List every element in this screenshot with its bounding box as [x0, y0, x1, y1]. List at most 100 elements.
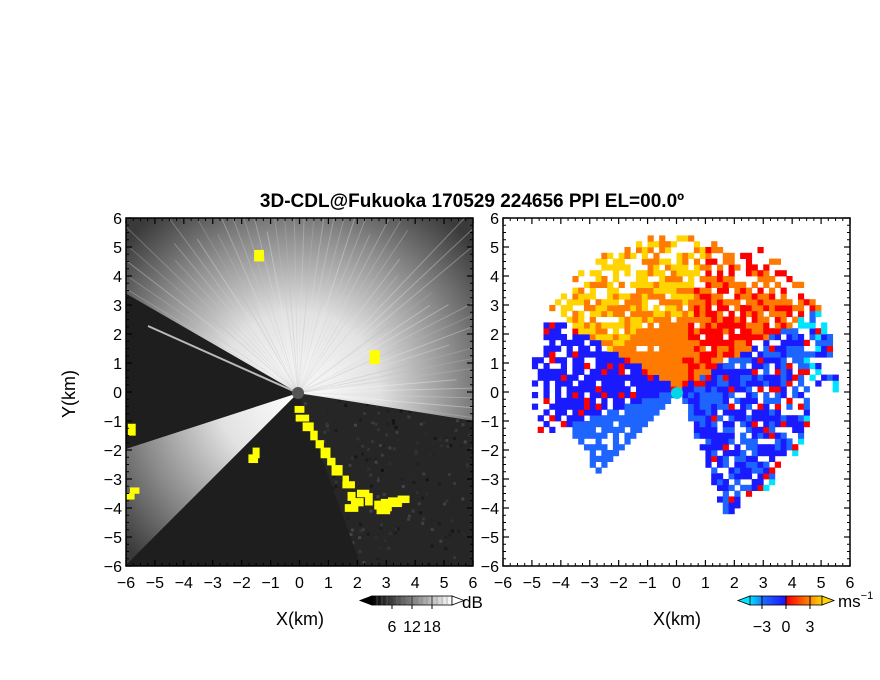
left-noise-pixel	[326, 428, 330, 432]
right-velocity-pixel	[583, 293, 591, 300]
right-colorbar-unit-exponent: −1	[861, 590, 874, 602]
left-noise-pixel	[388, 532, 392, 536]
right-velocity-pixel	[699, 444, 706, 451]
right-velocity-pixel	[676, 334, 683, 341]
right-velocity-pixel	[693, 299, 701, 306]
right-velocity-pixel	[618, 363, 625, 370]
right-velocity-pixel	[560, 334, 568, 341]
right-velocity-pixel	[763, 293, 770, 300]
right-velocity-pixel	[636, 380, 643, 387]
right-colorbar: −3 0 3 ms−1	[736, 590, 874, 636]
left-noise-pixel	[358, 536, 362, 540]
right-velocity-pixel	[774, 386, 781, 393]
right-velocity-pixel	[769, 426, 776, 433]
left-radial-streak	[297, 292, 433, 394]
right-velocity-pixel	[769, 276, 776, 283]
left-noise-pixel	[466, 465, 470, 469]
left-noise-pixel	[386, 482, 390, 486]
right-velocity-pixel	[647, 310, 654, 317]
right-velocity-pixel	[763, 316, 770, 323]
right-velocity-pixel	[624, 334, 631, 341]
right-velocity-pixel	[682, 397, 689, 404]
right-velocity-pixel	[792, 421, 799, 428]
left-noise-pixel	[386, 409, 390, 413]
right-velocity-pixel	[624, 339, 631, 346]
right-velocity-pixel	[769, 397, 776, 404]
left-yellow-echo	[351, 498, 364, 507]
right-velocity-pixel	[664, 339, 672, 346]
left-noise-pixel	[465, 463, 469, 467]
right-velocity-pixel	[757, 432, 764, 439]
right-x-tick-label: 3	[759, 575, 768, 592]
left-bright-sector	[126, 218, 473, 421]
right-velocity-pixel	[705, 287, 712, 294]
right-velocity-pixel	[774, 368, 781, 375]
right-velocity-pixel	[821, 345, 828, 352]
right-velocity-pixel	[809, 316, 816, 323]
right-velocity-pixel	[612, 438, 620, 445]
right-velocity-pixel	[711, 438, 718, 445]
right-velocity-pixel	[531, 392, 539, 399]
right-velocity-pixel	[682, 368, 689, 375]
right-velocity-pixel	[676, 299, 683, 306]
right-velocity-pixel	[734, 264, 741, 271]
left-x-tick-label: −3	[204, 575, 222, 592]
right-velocity-pixel	[693, 386, 701, 393]
right-velocity-pixel	[664, 241, 672, 248]
right-velocity-pixel	[624, 403, 631, 410]
right-velocity-pixel	[624, 415, 631, 422]
right-velocity-pixel	[670, 241, 677, 248]
right-velocity-pixel	[716, 484, 724, 491]
left-x-tick-label: 6	[469, 575, 478, 592]
left-radial-streak	[130, 247, 299, 394]
right-velocity-pixel	[578, 432, 585, 439]
right-velocity-pixel	[693, 247, 701, 254]
right-velocity-pixel	[757, 380, 764, 387]
right-velocity-pixel	[699, 386, 706, 393]
right-velocity-pixel	[618, 258, 625, 265]
right-velocity-pixel	[728, 415, 735, 422]
right-velocity-pixel	[803, 363, 810, 370]
left-noise-pixel	[436, 517, 440, 521]
right-velocity-pixel	[774, 392, 781, 399]
right-velocity-pixel	[722, 508, 729, 515]
right-velocity-pixel	[711, 467, 718, 474]
right-velocity-pixel	[578, 334, 585, 341]
right-velocity-pixel	[543, 409, 550, 416]
right-velocity-pixel	[740, 357, 747, 364]
right-velocity-pixel	[578, 438, 585, 445]
left-yellow-echo	[252, 447, 260, 459]
right-velocity-pixel	[693, 310, 701, 317]
right-velocity-pixel	[693, 316, 701, 323]
right-velocity-pixel	[636, 270, 643, 277]
right-velocity-pixel	[722, 496, 729, 503]
right-velocity-pixel	[670, 345, 677, 352]
right-velocity-pixel	[555, 345, 562, 352]
right-velocity-pixel	[740, 421, 747, 428]
right-velocity-pixel	[751, 467, 758, 474]
right-velocity-pixel	[641, 334, 648, 341]
right-velocity-pixel	[612, 270, 620, 277]
right-velocity-pixel	[630, 351, 637, 358]
right-velocity-pixel	[676, 305, 683, 312]
right-y-tick-label: 6	[490, 211, 499, 228]
right-velocity-pixel	[745, 328, 753, 335]
right-velocity-pixel	[688, 287, 695, 294]
right-velocity-pixel	[595, 276, 602, 283]
right-velocity-pixel	[676, 310, 683, 317]
right-velocity-pixel	[682, 357, 689, 364]
right-velocity-pixel	[711, 334, 718, 341]
right-velocity-pixel	[560, 305, 568, 312]
right-velocity-pixel	[745, 252, 753, 259]
right-velocity-pixel	[601, 368, 608, 375]
right-velocity-pixel	[705, 299, 712, 306]
right-velocity-pixel	[699, 247, 706, 254]
right-velocity-pixel	[763, 299, 770, 306]
right-velocity-pixel	[636, 386, 643, 393]
right-velocity-pixel	[780, 421, 787, 428]
right-velocity-pixel	[630, 310, 637, 317]
right-velocity-pixel	[711, 322, 718, 329]
left-bright-sector	[126, 393, 298, 565]
left-radial-streak	[274, 218, 299, 394]
right-velocity-pixel	[612, 305, 620, 312]
